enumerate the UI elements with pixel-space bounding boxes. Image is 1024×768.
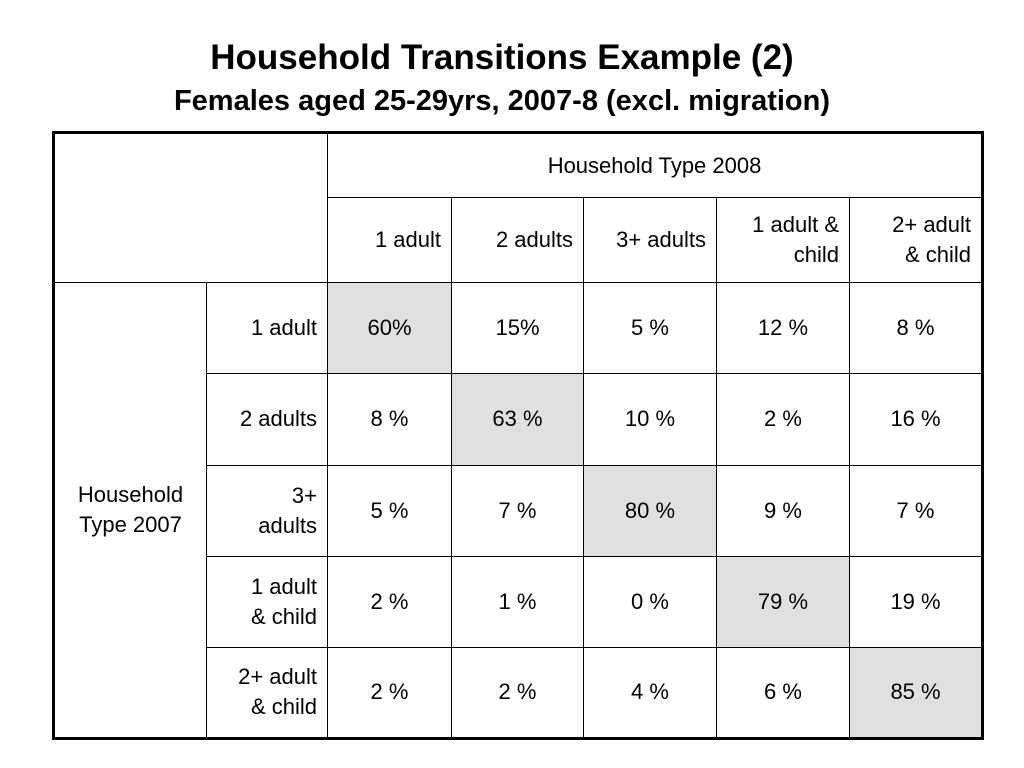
col-header-3plus-adults: 3+ adults <box>583 197 717 284</box>
transition-matrix-table: Household Type 2008 1 adult 2 adults 3+ … <box>52 131 985 740</box>
table-cell: 5 % <box>583 282 717 375</box>
col-header-2plus-adult-child: 2+ adult & child <box>848 197 984 284</box>
row-header-line: 1 adult <box>250 315 317 341</box>
col-header-1-adult: 1 adult <box>327 197 452 284</box>
table-cell: 10 % <box>583 373 717 466</box>
row-group-label-line: Type 2007 <box>79 512 182 538</box>
table-cell: 19 % <box>848 555 984 648</box>
row-header-2plus-adult-child: 2+ adult & child <box>206 646 328 740</box>
row-header-1-adult: 1 adult <box>206 282 328 375</box>
col-header-line: 1 adult <box>374 227 441 253</box>
table-cell: 9 % <box>716 464 850 557</box>
row-group-label-line: Household <box>77 482 184 508</box>
table-cell-diagonal: 60% <box>327 282 452 375</box>
col-header-line: 3+ adults <box>616 227 706 253</box>
table-cell: 16 % <box>848 373 984 466</box>
table-cell-diagonal: 80 % <box>583 464 717 557</box>
table-cell: 8 % <box>327 373 452 466</box>
table-cell: 1 % <box>451 555 584 648</box>
col-header-line: child <box>793 242 839 268</box>
table-cell: 2 % <box>716 373 850 466</box>
slide-subtitle: Females aged 25-29yrs, 2007-8 (excl. mig… <box>173 85 831 117</box>
col-header-line: & child <box>904 242 972 268</box>
row-header-line: 2 adults <box>239 406 317 432</box>
table-cell: 12 % <box>716 282 850 375</box>
table-cell: 7 % <box>848 464 984 557</box>
row-header-line: & child <box>250 603 317 629</box>
table-cell: 4 % <box>583 646 717 740</box>
table-row: 1 adult & child 2 % 1 % 0 % 79 % 19 % <box>54 555 984 648</box>
table-cell: 6 % <box>716 646 850 740</box>
col-header-line: 2+ adult <box>892 212 972 238</box>
row-header-line: 1 adult <box>250 573 317 599</box>
col-header-1-adult-child: 1 adult & child <box>716 197 850 284</box>
table-cell: 0 % <box>583 555 717 648</box>
row-header-1-adult-child: 1 adult & child <box>206 555 328 648</box>
row-group-label: Household Type 2007 <box>53 282 207 739</box>
table-cell: 2 % <box>327 646 452 740</box>
table-cell: 15% <box>451 282 584 375</box>
table-cell-diagonal: 63 % <box>451 373 584 466</box>
row-header-line: adults <box>258 512 317 538</box>
table-row: 3+ adults 5 % 7 % 80 % 9 % 7 % <box>54 464 984 557</box>
col-header-line: 2 adults <box>495 227 573 253</box>
row-header-line: 3+ <box>291 482 317 508</box>
col-header-line: 1 adult & <box>752 212 839 238</box>
col-group-label: Household Type 2008 <box>326 131 984 199</box>
table-row: 2 adults 8 % 63 % 10 % 2 % 16 % <box>54 373 984 466</box>
slide-title: Household Transitions Example (2) <box>210 38 794 77</box>
table-cell-diagonal: 79 % <box>716 555 850 648</box>
table-cell: 5 % <box>327 464 452 557</box>
col-header-2-adults: 2 adults <box>451 197 584 284</box>
corner-cell <box>53 131 328 284</box>
table-cell: 8 % <box>848 282 984 375</box>
row-header-line: & child <box>250 694 317 720</box>
row-header-3plus-adults: 3+ adults <box>206 464 328 557</box>
table-cell: 2 % <box>451 646 584 740</box>
row-header-line: 2+ adult <box>238 664 317 690</box>
table-cell: 7 % <box>451 464 584 557</box>
table-cell: 2 % <box>327 555 452 648</box>
header-row-group: Household Type 2008 <box>53 131 984 284</box>
table-row: Household Type 2007 1 adult 60% 15% 5 % … <box>53 282 984 739</box>
table-cell-diagonal: 85 % <box>848 646 984 740</box>
table-row: 2+ adult & child 2 % 2 % 4 % 6 % 85 % <box>54 646 984 740</box>
row-header-2-adults: 2 adults <box>206 373 328 466</box>
